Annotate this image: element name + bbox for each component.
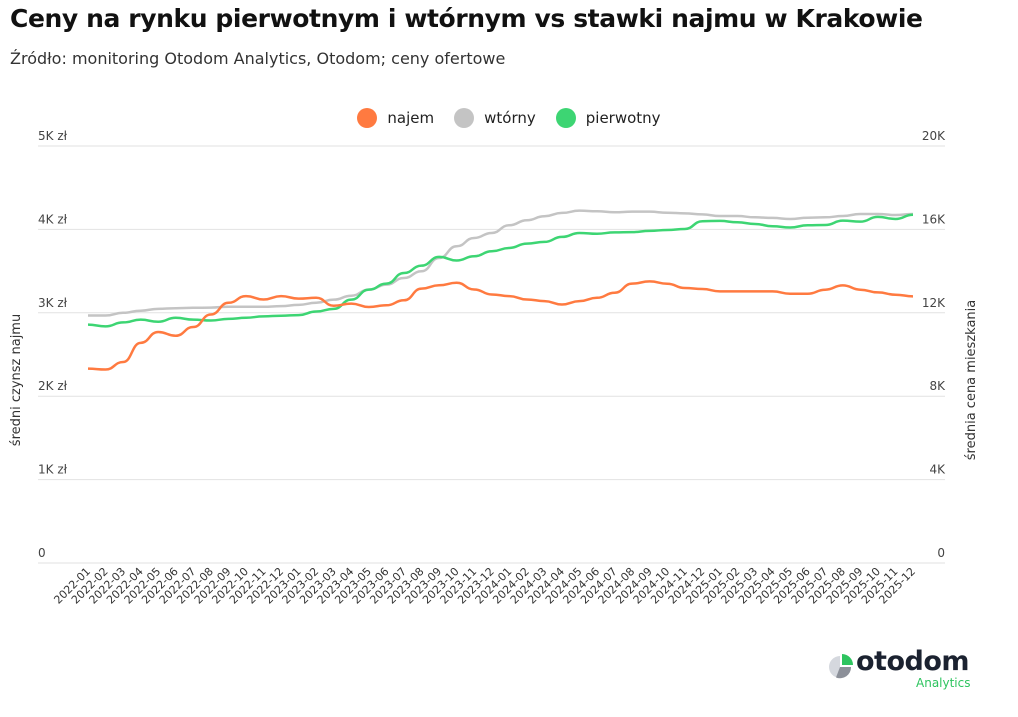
legend-item-pierwotny[interactable]: pierwotny: [555, 108, 661, 128]
y-tick-left: 3K zł: [38, 296, 68, 310]
y-axis-right-title: średnia cena mieszkania: [964, 300, 979, 460]
legend-item-wtorny[interactable]: wtórny: [454, 108, 536, 128]
y-tick-right: 16K: [922, 212, 946, 226]
legend-item-najem[interactable]: najem: [357, 108, 434, 128]
y-tick-right: 4K: [929, 463, 946, 477]
y-tick-right: 20K: [922, 129, 946, 143]
legend-marker: [555, 108, 576, 128]
legend-label: wtórny: [484, 109, 536, 127]
logo-wordmark: otodom: [856, 646, 970, 677]
series-line-pierwotny: [87, 213, 914, 328]
y-tick-left: 1K zł: [38, 463, 68, 477]
legend: najem wtórny pierwotny: [0, 108, 1018, 128]
series-line-wtórny: [87, 209, 914, 317]
logo-subtitle: Analytics: [916, 676, 971, 690]
chart-title: Ceny na rynku pierwotnym i wtórnym vs st…: [10, 4, 923, 33]
y-tick-left: 5K zł: [38, 129, 68, 143]
chart-subtitle: Źródło: monitoring Otodom Analytics, Oto…: [10, 49, 506, 68]
y-axis-left-title: średni czynsz najmu: [9, 314, 24, 446]
legend-marker: [454, 108, 475, 128]
y-tick-left: 4K zł: [38, 212, 68, 226]
logo-pie-icon: [829, 654, 853, 679]
y-tick-right: 0: [937, 546, 945, 560]
y-tick-right: 12K: [922, 296, 946, 310]
legend-marker: [357, 108, 378, 128]
series-line-najem: [87, 280, 914, 371]
legend-label: pierwotny: [585, 109, 661, 127]
y-tick-right: 8K: [929, 379, 946, 393]
y-tick-left: 2K zł: [38, 379, 68, 393]
y-tick-left: 0: [38, 546, 46, 560]
legend-label: najem: [387, 109, 435, 127]
